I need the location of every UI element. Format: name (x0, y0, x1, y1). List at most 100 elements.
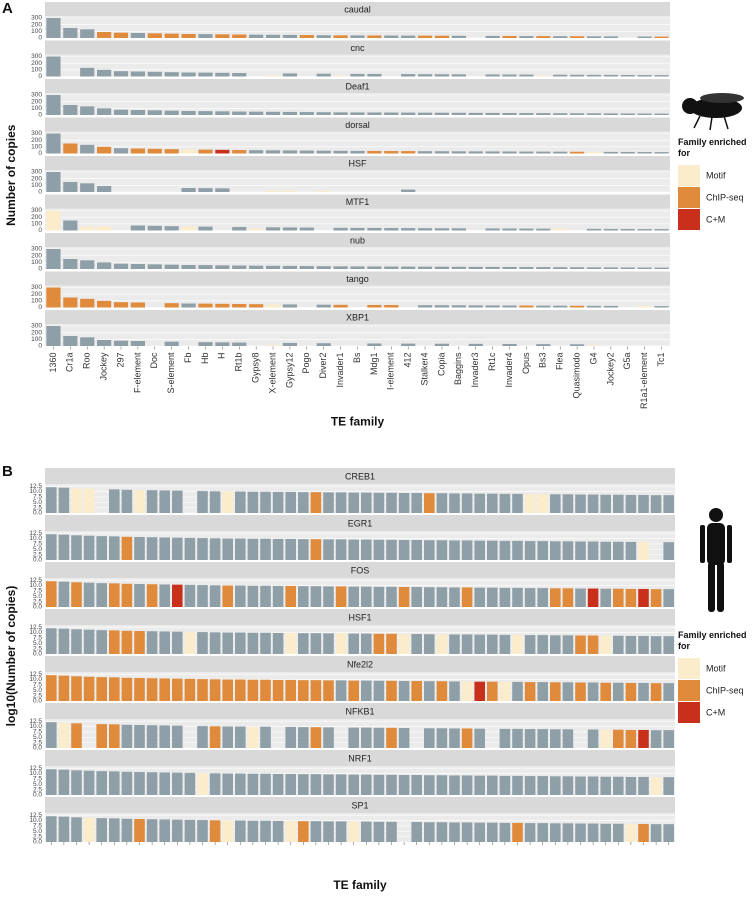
bar (512, 775, 523, 795)
bar (46, 628, 57, 654)
bar (147, 264, 162, 269)
y-tick-label: 2.5 (33, 692, 42, 699)
bar (265, 304, 281, 308)
y-tick-label: 12.5 (29, 483, 42, 490)
bar (265, 75, 281, 77)
y-tick-label: 300 (31, 323, 42, 330)
bar (537, 776, 548, 795)
bar (384, 305, 399, 308)
x-tick-label: 412 (403, 353, 413, 368)
x-tick-label: Pogo (301, 353, 311, 374)
bar (411, 681, 422, 701)
bar (361, 821, 372, 842)
legend-swatch (678, 187, 700, 208)
bar (638, 494, 649, 513)
x-tick-label: G4 (588, 353, 598, 365)
y-tick-label: 7.5 (33, 776, 42, 783)
bar (550, 635, 561, 654)
bar (537, 823, 548, 842)
x-tick-label: Hb (200, 353, 210, 365)
y-tick-label: 2.5 (33, 645, 42, 652)
x-tick-label: Doc (149, 352, 159, 369)
bar (184, 537, 196, 560)
bar (536, 75, 551, 77)
panel-background (45, 208, 670, 231)
y-tick-label: 200 (31, 329, 42, 336)
bar (63, 182, 78, 192)
bar (485, 228, 500, 231)
bar (97, 108, 112, 115)
bar (637, 267, 652, 269)
bar (71, 817, 82, 842)
bar (198, 226, 213, 231)
bar (625, 823, 637, 842)
bar (361, 633, 372, 654)
bar (181, 72, 196, 77)
y-tick-label: 200 (31, 252, 42, 259)
bar (348, 774, 359, 795)
bar (575, 776, 586, 795)
bar (310, 821, 322, 842)
bar (282, 73, 298, 77)
bar (285, 726, 296, 748)
bar (249, 34, 264, 38)
bar (436, 540, 448, 560)
bar (350, 73, 365, 77)
bar (298, 727, 309, 748)
bar (121, 724, 133, 748)
bar (46, 816, 57, 842)
bar (46, 249, 61, 269)
bar (164, 341, 179, 346)
bar (172, 772, 183, 795)
bar (323, 633, 334, 654)
bar (638, 588, 649, 607)
bar (424, 822, 435, 842)
bar (603, 113, 618, 115)
bar (562, 729, 574, 748)
bar (58, 816, 70, 842)
x-tick-label: I-element (386, 352, 396, 390)
bar (265, 190, 281, 192)
panel-background (45, 16, 670, 38)
bar (436, 587, 448, 607)
bar (468, 305, 483, 308)
facet-title: HSF (349, 158, 368, 168)
bar (613, 541, 624, 560)
bar (222, 773, 233, 795)
bar (367, 227, 382, 231)
bar (550, 776, 561, 795)
bar (384, 266, 399, 269)
y-tick-label: 0 (38, 189, 42, 196)
bar (299, 150, 314, 154)
bar (401, 74, 416, 77)
bar (524, 588, 536, 607)
y-tick-label: 10.0 (29, 629, 42, 636)
bar (97, 340, 112, 346)
x-tick-label: R1a1-element (639, 352, 649, 409)
bar (449, 493, 460, 513)
bar (638, 682, 649, 701)
x-tick-label: F-element (132, 352, 142, 393)
x-tick-label: Bs3 (538, 353, 548, 369)
bar (587, 682, 599, 701)
bar (299, 112, 314, 115)
y-tick-label: 0.0 (33, 839, 42, 846)
bar (502, 36, 517, 38)
bar (586, 305, 602, 308)
bar (232, 111, 247, 115)
bar (265, 227, 281, 231)
bar (603, 36, 618, 38)
bar (575, 682, 586, 701)
bar (553, 113, 568, 115)
bar (417, 305, 433, 308)
bar (197, 632, 208, 654)
bar (600, 541, 611, 560)
bar (96, 771, 107, 795)
y-tick-label: 100 (31, 298, 42, 305)
facet-title: CREB1 (345, 471, 375, 481)
bar (449, 681, 460, 701)
bar (411, 540, 422, 560)
bar (386, 492, 397, 513)
y-tick-label: 7.5 (33, 823, 42, 830)
bar (333, 112, 348, 115)
